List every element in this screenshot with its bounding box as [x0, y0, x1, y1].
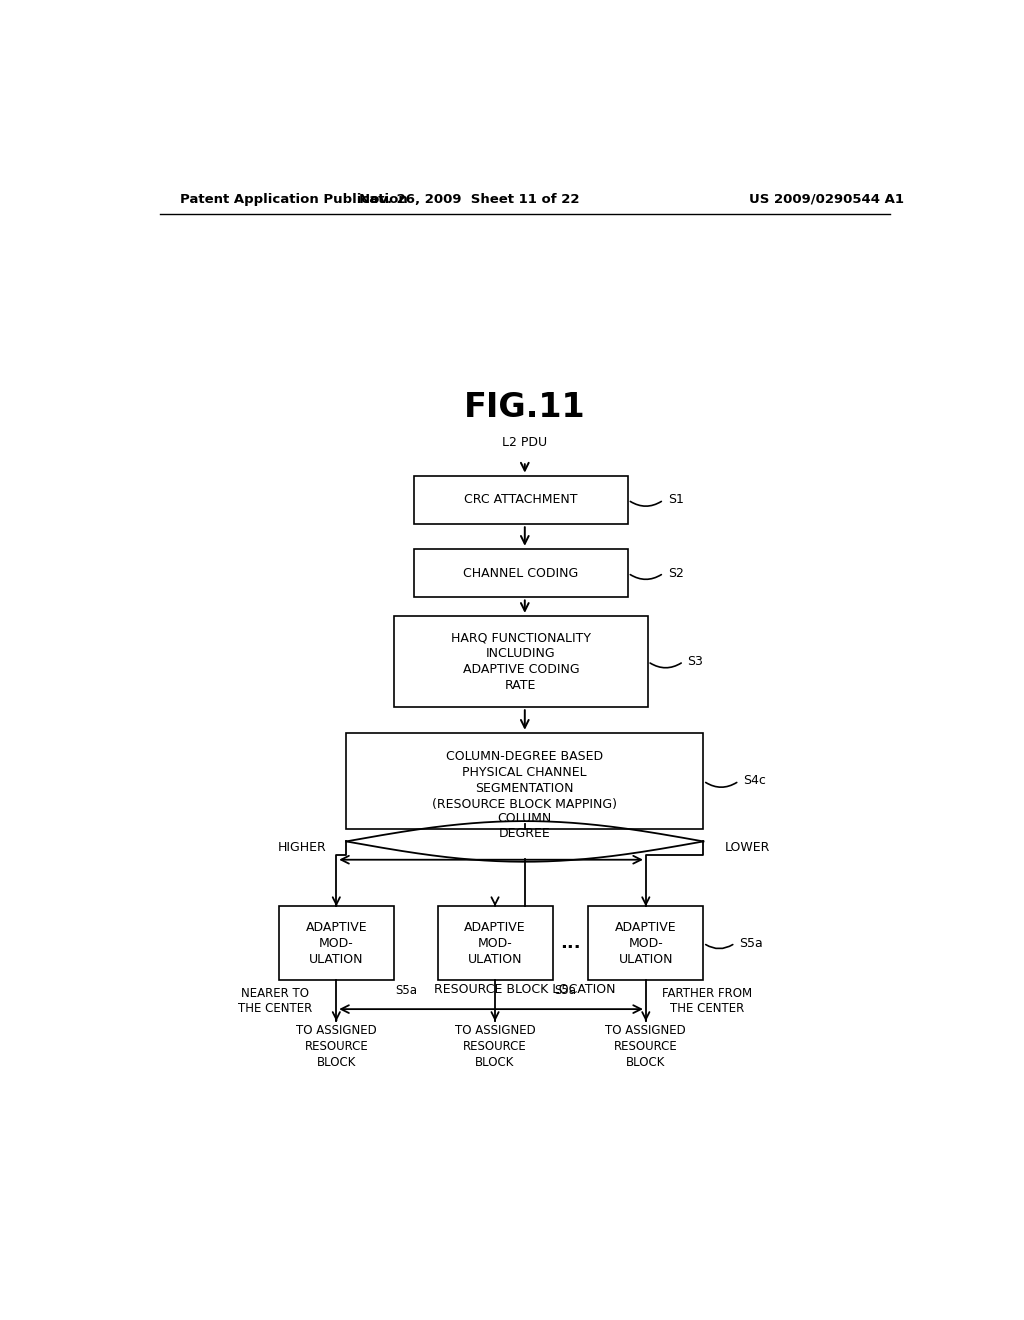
FancyBboxPatch shape: [437, 907, 553, 979]
FancyBboxPatch shape: [414, 475, 628, 524]
Text: FARTHER FROM
THE CENTER: FARTHER FROM THE CENTER: [663, 987, 753, 1015]
Text: ADAPTIVE
MOD-
ULATION: ADAPTIVE MOD- ULATION: [305, 920, 368, 965]
Text: ADAPTIVE
MOD-
ULATION: ADAPTIVE MOD- ULATION: [464, 920, 526, 965]
FancyBboxPatch shape: [394, 615, 648, 708]
Text: TO ASSIGNED
RESOURCE
BLOCK: TO ASSIGNED RESOURCE BLOCK: [296, 1024, 377, 1069]
Text: S5a: S5a: [554, 983, 577, 997]
Text: FIG.11: FIG.11: [464, 391, 586, 424]
Text: HIGHER: HIGHER: [279, 841, 327, 854]
FancyBboxPatch shape: [588, 907, 703, 979]
Text: TO ASSIGNED
RESOURCE
BLOCK: TO ASSIGNED RESOURCE BLOCK: [455, 1024, 536, 1069]
Text: COLUMN-DEGREE BASED
PHYSICAL CHANNEL
SEGMENTATION
(RESOURCE BLOCK MAPPING): COLUMN-DEGREE BASED PHYSICAL CHANNEL SEG…: [432, 751, 617, 812]
Text: S4c: S4c: [743, 775, 766, 788]
Text: S3: S3: [687, 655, 703, 668]
Text: S2: S2: [668, 566, 684, 579]
Text: LOWER: LOWER: [724, 841, 770, 854]
Text: S5a: S5a: [395, 983, 418, 997]
Text: CRC ATTACHMENT: CRC ATTACHMENT: [464, 494, 578, 507]
Text: L2 PDU: L2 PDU: [502, 436, 548, 449]
Text: Patent Application Publication: Patent Application Publication: [179, 193, 408, 206]
Text: TO ASSIGNED
RESOURCE
BLOCK: TO ASSIGNED RESOURCE BLOCK: [605, 1024, 686, 1069]
FancyBboxPatch shape: [414, 549, 628, 598]
Text: S5a: S5a: [739, 937, 763, 949]
Text: Nov. 26, 2009  Sheet 11 of 22: Nov. 26, 2009 Sheet 11 of 22: [359, 193, 580, 206]
Text: COLUMN
DEGREE: COLUMN DEGREE: [498, 812, 552, 841]
Text: US 2009/0290544 A1: US 2009/0290544 A1: [749, 193, 904, 206]
FancyBboxPatch shape: [279, 907, 394, 979]
FancyBboxPatch shape: [346, 733, 703, 829]
Text: S1: S1: [668, 494, 684, 507]
Text: NEARER TO
THE CENTER: NEARER TO THE CENTER: [238, 987, 312, 1015]
Text: HARQ FUNCTIONALITY
INCLUDING
ADAPTIVE CODING
RATE: HARQ FUNCTIONALITY INCLUDING ADAPTIVE CO…: [451, 631, 591, 692]
Text: CHANNEL CODING: CHANNEL CODING: [463, 566, 579, 579]
Text: RESOURCE BLOCK LOCATION: RESOURCE BLOCK LOCATION: [434, 983, 615, 995]
Text: ...: ...: [560, 935, 581, 952]
Text: ADAPTIVE
MOD-
ULATION: ADAPTIVE MOD- ULATION: [615, 920, 677, 965]
